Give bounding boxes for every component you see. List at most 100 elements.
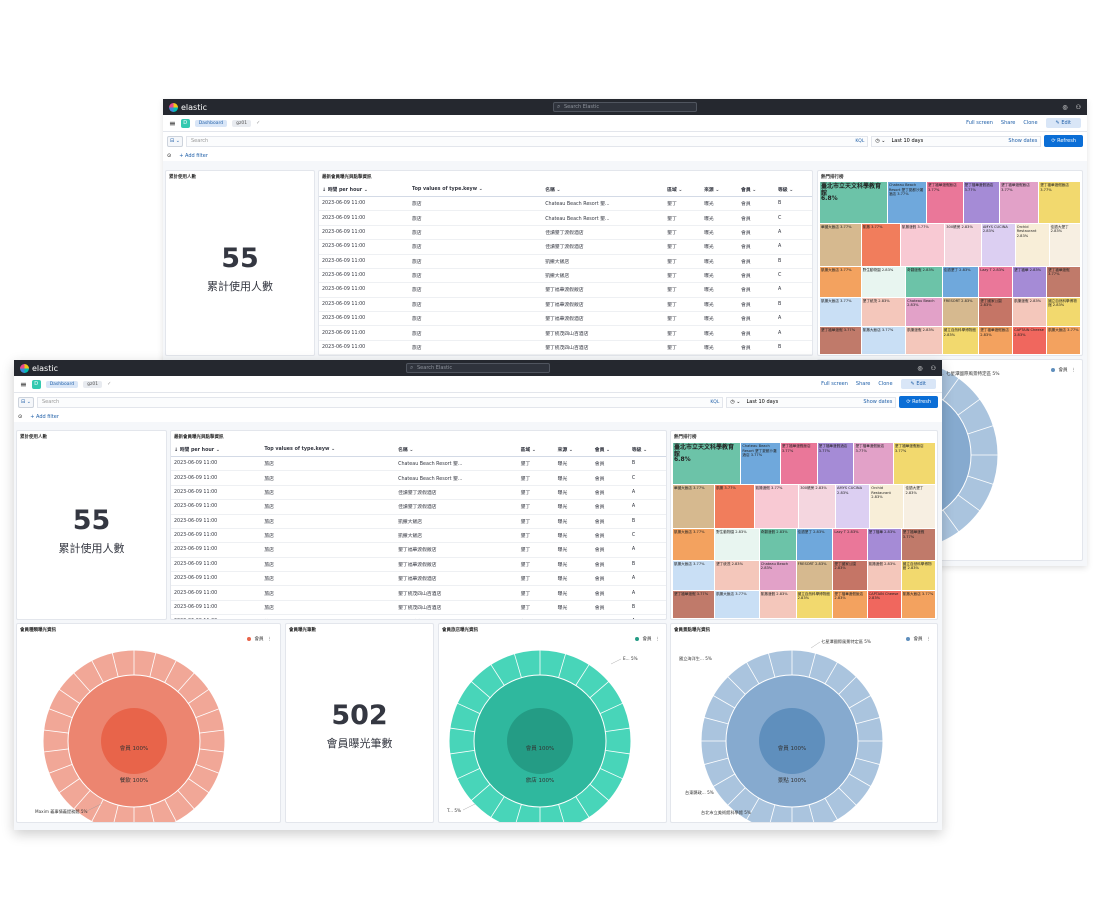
treemap-cell[interactable]: 墾丁福華 2.83% <box>867 529 901 560</box>
legend[interactable]: 會員 ⋮ <box>246 636 273 642</box>
kql-toggle[interactable]: KQL <box>710 399 720 405</box>
space-badge[interactable]: D <box>31 379 41 389</box>
breadcrumb-dashboard[interactable]: Dashboard <box>45 380 79 388</box>
user-icon[interactable]: ⚇ <box>1075 103 1081 111</box>
treemap-cell[interactable]: 佳讀大墾丁 2.83% <box>904 485 935 529</box>
treemap-cell[interactable]: 佳讀墾丁 2.83% <box>796 529 833 560</box>
refresh-button[interactable]: ⟳ Refresh <box>899 396 938 408</box>
column-header[interactable]: 來源 ⌄ <box>554 443 592 457</box>
share-link[interactable]: Share <box>855 381 871 387</box>
filter-icon[interactable]: ⊙ <box>18 413 23 420</box>
help-icon[interactable]: ◎ <box>1062 103 1068 111</box>
treemap-cell[interactable]: 墾丁福華渡假飯店 3.77% <box>780 443 817 485</box>
column-header[interactable]: Top values of type.keyw ⌄ <box>261 443 396 457</box>
breadcrumb-dashboard[interactable]: Dashboard <box>194 119 228 127</box>
treemap-cell[interactable]: 墾丁福華渡假飯店 3.77% <box>854 443 893 485</box>
treemap-cell[interactable]: 凱撒渡假 2.83% <box>759 590 796 618</box>
treemap-cell[interactable]: 凱撒大飯店 3.77% <box>673 529 715 560</box>
edit-button[interactable]: ✎ Edit <box>1045 118 1081 128</box>
kql-toggle[interactable]: KQL <box>855 138 865 144</box>
treemap-cell[interactable]: 華國大飯店 3.77% <box>673 485 715 529</box>
column-header[interactable]: ↓ 時間 per hour ⌄ <box>319 183 409 197</box>
saved-query-button[interactable]: ⊟ ⌄ <box>167 135 183 147</box>
panel-options-icon[interactable]: ⋮ <box>1071 367 1077 373</box>
treemap-cell[interactable]: 墾丁統茂 2.83% <box>715 560 759 590</box>
menu-icon[interactable]: ≡ <box>20 379 27 389</box>
treemap-cell[interactable]: 凱撒大飯店 3.77% <box>1047 327 1080 354</box>
column-header[interactable]: 等級 ⌄ <box>628 443 666 457</box>
global-search-input[interactable]: Search Elastic <box>553 102 697 112</box>
treemap-cell[interactable]: 墾丁福華渡假 3.77% <box>820 327 861 354</box>
panel-options-icon[interactable]: ⋮ <box>655 636 661 642</box>
treemap-cell[interactable]: 墾丁福華渡假飯店 3.77% <box>1000 182 1039 223</box>
treemap-cell[interactable]: 凱撒大飯店 3.77% <box>820 297 861 327</box>
treemap-cell[interactable]: 野生動物園 2.83% <box>861 266 906 297</box>
treemap-cell-top[interactable]: 臺北市立天文科學教育館 6.8% <box>820 182 887 223</box>
calendar-icon[interactable]: ◷ ⌄ <box>730 398 741 405</box>
treemap-cell[interactable]: 凱撒大飯店 3.77% <box>861 327 906 354</box>
column-header[interactable]: 等級 ⌄ <box>774 183 812 197</box>
treemap-cell[interactable]: AMYS CUCINA 2.83% <box>836 485 870 529</box>
treemap-cell[interactable]: 凱撒大飯店 3.77% <box>820 266 861 297</box>
legend[interactable]: 會員 ⋮ <box>1050 367 1077 373</box>
treemap-cell[interactable]: 墾丁福華渡假 3.77% <box>901 529 935 560</box>
treemap-cell[interactable]: 國立自然科學博物館 2.83% <box>1047 297 1080 327</box>
treemap-cell[interactable]: 墾丁國家公園 2.83% <box>833 560 867 590</box>
space-badge[interactable]: D <box>180 118 190 128</box>
panel-options-icon[interactable]: ⋮ <box>926 636 932 642</box>
treemap-cell[interactable]: 墾丁福華渡假飯店 3.77% <box>1039 182 1080 223</box>
column-header[interactable]: 名稱 ⌄ <box>542 183 665 197</box>
column-header[interactable]: Top values of type.keyw ⌄ <box>408 183 543 197</box>
show-dates-link[interactable]: Show dates <box>1008 137 1038 144</box>
share-link[interactable]: Share <box>1000 120 1016 126</box>
treemap-cell[interactable]: 國立自然科學博物館 2.83% <box>796 590 833 618</box>
elastic-logo[interactable]: elastic <box>169 102 207 112</box>
saved-query-button[interactable]: ⊟ ⌄ <box>18 396 34 408</box>
treemap-cell[interactable]: CAPTAIN Cheese 2.83% <box>1013 327 1047 354</box>
legend[interactable]: 會員 ⋮ <box>634 636 661 642</box>
treemap-cell[interactable]: 墾丁統茂 2.83% <box>861 297 906 327</box>
treemap-cell[interactable]: 凱撒渡假 3.77% <box>754 485 799 529</box>
treemap-cell[interactable]: 墾丁福華渡假飯店 3.77% <box>893 443 935 485</box>
treemap-cell[interactable]: 凱撒渡假 2.83% <box>867 560 901 590</box>
query-input[interactable]: Search KQL <box>37 396 724 408</box>
treemap-cell[interactable]: 凱撒渡假 3.77% <box>900 223 945 266</box>
panel-options-icon[interactable]: ⋮ <box>267 636 273 642</box>
treemap-cell[interactable]: CAPTAIN Cheese 2.83% <box>867 590 901 618</box>
treemap-cell[interactable]: 300帳房 2.83% <box>799 485 836 529</box>
treemap-cell[interactable]: Chateau Beach Resort 墾丁夏都沙灘酒店 3.77% <box>741 443 780 485</box>
edit-button[interactable]: ✎ Edit <box>900 379 936 389</box>
treemap-cell[interactable]: Lazy T 2.83% <box>833 529 867 560</box>
treemap-cell[interactable]: Chateau Beach 2.83% <box>759 560 796 590</box>
filter-icon[interactable]: ⊙ <box>167 152 172 159</box>
treemap-cell[interactable]: 凱撒大飯店 3.77% <box>901 590 935 618</box>
column-header[interactable]: 來源 ⌄ <box>701 183 739 197</box>
help-icon[interactable]: ◎ <box>917 364 923 372</box>
treemap-cell[interactable]: 墾丁福華渡假飯店 2.83% <box>979 327 1013 354</box>
treemap-cell[interactable]: 墾丁福華渡假 3.77% <box>1047 266 1080 297</box>
treemap-cell[interactable]: 國立自然科學博物館 2.83% <box>942 327 979 354</box>
treemap-cell[interactable]: 凱撒大飯店 3.77% <box>715 590 759 618</box>
menu-icon[interactable]: ≡ <box>169 118 176 128</box>
treemap-cell[interactable]: 墾丁福華渡假酒店 3.77% <box>817 443 854 485</box>
treemap-cell[interactable]: AMYS CUCINA 2.83% <box>981 223 1015 266</box>
treemap-cell[interactable]: 凱撒渡假 2.83% <box>1013 297 1047 327</box>
column-header[interactable]: 區域 ⌄ <box>664 183 702 197</box>
column-header[interactable]: 會員 ⌄ <box>591 443 629 457</box>
treemap-cell[interactable]: 300帳房 2.83% <box>945 223 981 266</box>
treemap-cell[interactable]: 凱撒大飯店 3.77% <box>673 560 715 590</box>
add-filter-link[interactable]: + Add filter <box>30 413 59 420</box>
clone-link[interactable]: Clone <box>1023 120 1038 126</box>
calendar-icon[interactable]: ◷ ⌄ <box>875 137 886 144</box>
user-icon[interactable]: ⚇ <box>930 364 936 372</box>
time-picker[interactable]: ◷ ⌄ Last 10 days Show dates <box>726 396 897 408</box>
full-screen-link[interactable]: Full screen <box>966 120 993 126</box>
treemap-cell[interactable]: FRESORT 2.83% <box>796 560 833 590</box>
treemap-cell[interactable]: 凱撒 3.77% <box>715 485 754 529</box>
treemap-cell[interactable]: 奇翻渡假 2.83% <box>906 266 942 297</box>
treemap-cell[interactable]: Orchid Restaurant 2.83% <box>870 485 904 529</box>
treemap-cell[interactable]: 華國大飯店 3.77% <box>820 223 861 266</box>
treemap-cell[interactable]: 凱撒渡假 2.83% <box>906 327 942 354</box>
column-header[interactable]: 區域 ⌄ <box>517 443 555 457</box>
treemap-cell[interactable]: 墾丁福華渡假飯店 2.83% <box>833 590 867 618</box>
